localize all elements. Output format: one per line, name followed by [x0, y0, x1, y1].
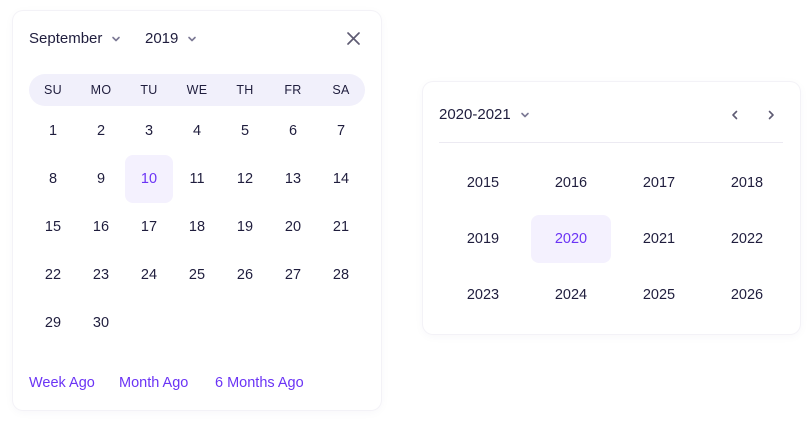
- year-select[interactable]: 2019: [145, 30, 197, 47]
- year-cell[interactable]: 2025: [642, 287, 676, 303]
- day-cell[interactable]: 23: [92, 267, 110, 283]
- day-cell[interactable]: 22: [44, 267, 62, 283]
- day-cell[interactable]: 4: [192, 123, 202, 139]
- close-icon[interactable]: [346, 31, 361, 46]
- year-cell[interactable]: 2021: [642, 231, 676, 247]
- year-range-label: 2020-2021: [439, 106, 511, 123]
- chevron-down-icon: [188, 36, 197, 41]
- day-cell[interactable]: 7: [336, 123, 346, 139]
- day-cell[interactable]: 24: [140, 267, 158, 283]
- day-cell[interactable]: 1: [48, 123, 58, 139]
- day-cell[interactable]: 11: [189, 171, 205, 187]
- day-cell[interactable]: 6: [288, 123, 298, 139]
- quick-link-week-ago[interactable]: Week Ago: [29, 375, 95, 391]
- year-picker: 2020-2021 2015 2016 2017 2018 2019 2020 2021 20…: [423, 82, 800, 334]
- chevron-down-icon: [112, 36, 121, 41]
- day-grid: 1 2 3 4 5 6 7 8 9 10 11 12 13 14 15 16 17 18 19 20 21 22 23 24 2…: [29, 107, 365, 347]
- quick-link-month-ago[interactable]: Month Ago: [119, 375, 189, 391]
- day-cell[interactable]: 17: [140, 219, 158, 235]
- day-cell[interactable]: 2: [96, 123, 106, 139]
- month-select[interactable]: September: [29, 30, 121, 47]
- divider: [439, 142, 783, 143]
- year-cell[interactable]: 2018: [730, 175, 764, 191]
- year-cell-selected[interactable]: 2020: [531, 215, 611, 263]
- day-cell[interactable]: 12: [236, 171, 254, 187]
- year-cell[interactable]: 2015: [466, 175, 500, 191]
- year-cell[interactable]: 2019: [466, 231, 500, 247]
- day-cell[interactable]: 5: [240, 123, 250, 139]
- weekday-label: SA: [332, 83, 350, 97]
- day-cell[interactable]: 27: [284, 267, 302, 283]
- year-cell[interactable]: 2016: [554, 175, 588, 191]
- day-cell[interactable]: 8: [48, 171, 58, 187]
- month-select-label: September: [29, 30, 103, 47]
- day-cell[interactable]: 16: [92, 219, 110, 235]
- day-cell-selected[interactable]: 10: [125, 155, 173, 203]
- day-cell[interactable]: 21: [332, 219, 350, 235]
- weekday-label: TH: [236, 83, 254, 97]
- day-cell[interactable]: 25: [188, 267, 206, 283]
- weekday-label: MO: [90, 83, 112, 97]
- year-cell[interactable]: 2026: [730, 287, 764, 303]
- day-cell[interactable]: 18: [188, 219, 206, 235]
- year-select-label: 2019: [145, 30, 179, 47]
- day-cell[interactable]: 13: [284, 171, 302, 187]
- weekday-label: SU: [44, 83, 62, 97]
- day-cell[interactable]: 15: [44, 219, 62, 235]
- year-range-select[interactable]: 2020-2021: [439, 106, 530, 123]
- weekday-header: SU MO TU WE TH FR SA: [29, 74, 365, 106]
- day-cell[interactable]: 14: [332, 171, 350, 187]
- weekday-label: TU: [140, 83, 158, 97]
- day-cell[interactable]: 30: [92, 315, 110, 331]
- year-cell[interactable]: 2024: [554, 287, 588, 303]
- chevron-down-icon: [520, 112, 529, 117]
- day-cell[interactable]: 3: [144, 123, 154, 139]
- year-cell[interactable]: 2023: [466, 287, 500, 303]
- day-cell[interactable]: 19: [236, 219, 254, 235]
- day-cell[interactable]: 29: [44, 315, 62, 331]
- weekday-label: WE: [186, 83, 208, 97]
- weekday-label: FR: [284, 83, 302, 97]
- day-cell[interactable]: 28: [332, 267, 350, 283]
- chevron-right-icon[interactable]: [765, 109, 777, 121]
- day-cell[interactable]: 20: [284, 219, 302, 235]
- chevron-left-icon[interactable]: [729, 109, 741, 121]
- year-grid: 2015 2016 2017 2018 2019 2020 2021 2022 2023 2024…: [439, 155, 791, 323]
- day-cell[interactable]: 26: [236, 267, 254, 283]
- year-cell[interactable]: 2022: [730, 231, 764, 247]
- year-cell[interactable]: 2017: [642, 175, 676, 191]
- quick-link-6-months-ago[interactable]: 6 Months Ago: [215, 375, 304, 391]
- day-cell[interactable]: 9: [96, 171, 106, 187]
